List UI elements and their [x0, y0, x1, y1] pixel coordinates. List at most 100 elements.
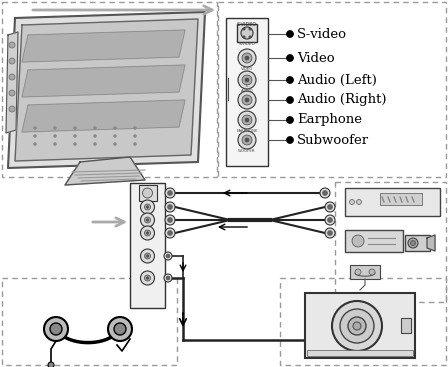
Circle shape [245, 118, 249, 122]
Bar [138, 185, 156, 201]
Bar [307, 350, 413, 356]
Circle shape [9, 42, 15, 48]
Text: EARPHONE: EARPHONE [236, 129, 258, 133]
Bar [305, 293, 415, 358]
Bar [280, 278, 446, 365]
Circle shape [141, 226, 155, 240]
Circle shape [73, 142, 77, 145]
Text: Video: Video [297, 51, 335, 65]
Circle shape [94, 142, 96, 145]
Circle shape [245, 78, 249, 82]
Circle shape [166, 276, 170, 280]
Polygon shape [427, 235, 435, 251]
Circle shape [241, 27, 253, 39]
Circle shape [325, 202, 335, 212]
Circle shape [323, 190, 327, 196]
Circle shape [168, 218, 172, 222]
Circle shape [9, 74, 15, 80]
Circle shape [164, 274, 172, 282]
Circle shape [146, 232, 149, 234]
Circle shape [134, 142, 137, 145]
Circle shape [410, 240, 415, 246]
Circle shape [134, 134, 137, 138]
Bar [380, 193, 422, 205]
Bar [345, 188, 440, 216]
Circle shape [165, 188, 175, 198]
Text: WOOFER: WOOFER [238, 149, 256, 153]
Circle shape [145, 230, 151, 236]
Circle shape [242, 75, 252, 85]
Text: Earphone: Earphone [297, 113, 362, 127]
Bar [2, 278, 177, 365]
Circle shape [146, 206, 149, 208]
Circle shape [9, 58, 15, 64]
Circle shape [238, 71, 256, 89]
Circle shape [242, 135, 252, 145]
Circle shape [53, 142, 56, 145]
Circle shape [145, 217, 151, 223]
Circle shape [145, 204, 151, 210]
Circle shape [287, 55, 293, 62]
Circle shape [355, 269, 361, 275]
Polygon shape [8, 12, 205, 168]
Circle shape [73, 134, 77, 138]
Circle shape [242, 53, 252, 63]
Circle shape [146, 255, 149, 257]
Circle shape [94, 127, 96, 130]
Bar [335, 182, 446, 302]
Circle shape [142, 188, 152, 198]
Circle shape [141, 249, 155, 263]
Text: S-video: S-video [297, 28, 347, 40]
Circle shape [165, 202, 175, 212]
Circle shape [327, 230, 332, 236]
Bar [401, 318, 411, 333]
Bar [345, 230, 403, 252]
Bar [130, 183, 165, 308]
Circle shape [287, 137, 293, 143]
Circle shape [9, 90, 15, 96]
Circle shape [94, 134, 96, 138]
Circle shape [287, 30, 293, 37]
Circle shape [50, 323, 62, 335]
Text: Audio (Left): Audio (Left) [297, 73, 377, 87]
Circle shape [113, 134, 116, 138]
Polygon shape [22, 65, 185, 97]
Circle shape [134, 127, 137, 130]
Circle shape [242, 115, 252, 125]
Polygon shape [22, 30, 185, 62]
Circle shape [408, 238, 418, 248]
Text: Audio (Right): Audio (Right) [297, 94, 387, 106]
Text: L
AUDIO: L AUDIO [241, 84, 254, 93]
Bar [350, 265, 380, 279]
Circle shape [165, 228, 175, 238]
Circle shape [168, 190, 172, 196]
Circle shape [48, 362, 54, 367]
Text: VIDEO: VIDEO [241, 67, 253, 71]
Circle shape [327, 204, 332, 210]
Circle shape [165, 215, 175, 225]
Circle shape [243, 28, 245, 30]
Circle shape [369, 269, 375, 275]
Circle shape [348, 317, 366, 335]
Circle shape [332, 301, 382, 351]
Bar [237, 24, 257, 42]
Circle shape [287, 116, 293, 124]
Circle shape [320, 188, 330, 198]
Circle shape [238, 131, 256, 149]
Circle shape [168, 230, 172, 236]
Circle shape [146, 219, 149, 221]
Circle shape [114, 323, 126, 335]
Circle shape [238, 49, 256, 67]
Circle shape [349, 200, 354, 204]
Circle shape [352, 235, 364, 247]
Circle shape [325, 215, 335, 225]
Circle shape [53, 134, 56, 138]
Circle shape [243, 36, 245, 38]
Circle shape [145, 275, 151, 281]
Circle shape [146, 277, 149, 279]
Bar [226, 18, 268, 166]
Circle shape [325, 228, 335, 238]
Circle shape [53, 127, 56, 130]
Text: S-VIDEO: S-VIDEO [239, 42, 255, 46]
Circle shape [141, 200, 155, 214]
